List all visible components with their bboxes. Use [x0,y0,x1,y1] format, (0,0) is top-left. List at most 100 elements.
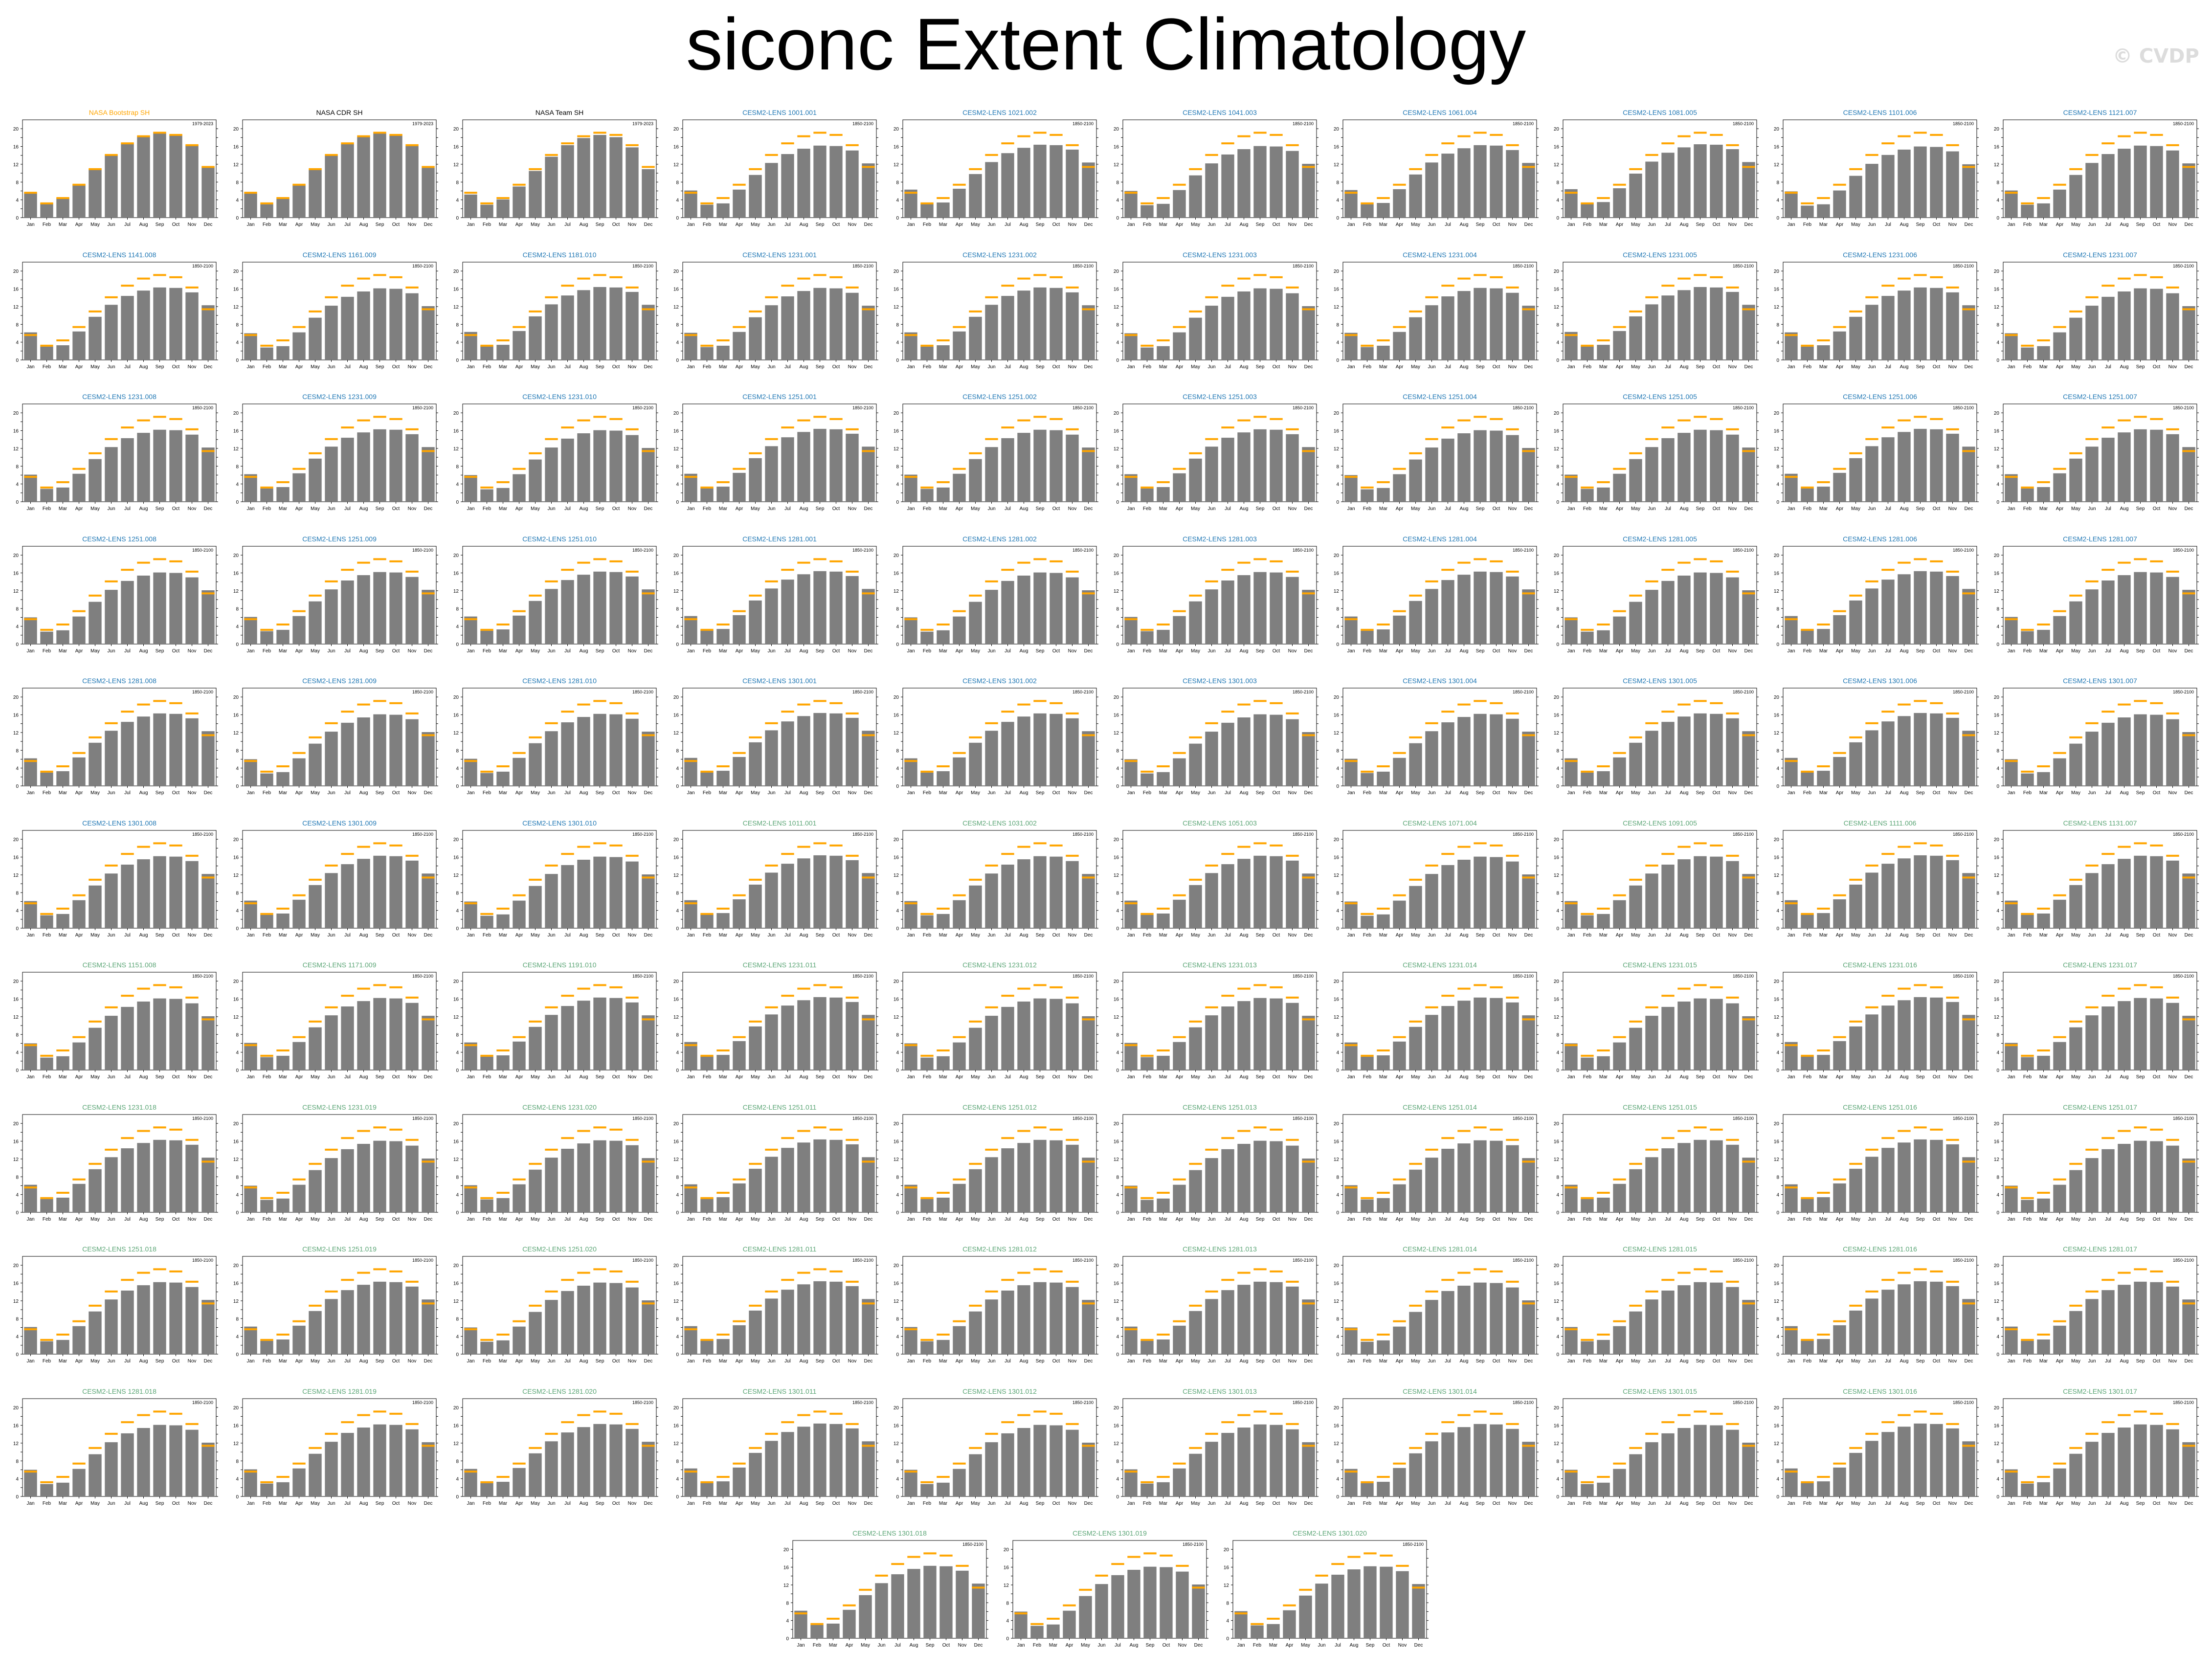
x-tick-label: Aug [800,790,808,796]
y-tick-label: 20 [1114,553,1119,558]
x-tick-label: Nov [848,506,857,512]
bar [1140,488,1154,502]
y-tick-label: 8 [1996,748,1999,754]
x-tick-label: Mar [1599,933,1608,938]
x-tick-label: Nov [1508,222,1517,227]
x-tick-label: Oct [172,506,180,512]
y-tick-label: 4 [1776,908,1779,914]
bar [1001,864,1014,928]
x-tick-label: Sep [1256,364,1265,370]
period-label: 1850-2100 [2173,690,2194,694]
x-tick-label: Apr [515,648,523,654]
y-tick-label: 0 [676,784,679,789]
bar [1082,447,1095,502]
x-tick-label: Apr [295,933,303,938]
bar [593,714,606,786]
x-tick-label: Apr [1176,364,1184,370]
bar [2037,913,2050,928]
x-tick-label: Sep [1256,790,1265,796]
plot-frame [2003,403,2197,502]
bar [829,713,843,786]
chart-panel: CESM2-LENS 1031.002 1850-2100 0 4 8 12 16 20 Jan… [880,816,1100,958]
y-tick-label: 20 [1774,127,1780,132]
chart-panel: CESM2-LENS 1281.001 1850-2100 0 4 8 12 16 20 Jan… [660,532,880,673]
x-tick-label: Aug [580,364,588,370]
x-tick-label: Jun [2088,222,2096,227]
y-tick-label: 8 [1996,606,1999,612]
period-label: 1850-2100 [2173,548,2194,553]
bar [1742,304,1755,360]
plot-frame [902,830,1097,928]
plot-frame [682,262,877,360]
y-tick-label: 12 [1334,872,1340,878]
bar [389,429,402,502]
bar [309,317,322,360]
period-label: 1850-2100 [1072,264,1094,268]
x-tick-label: May [971,790,980,796]
y-tick-label: 20 [233,979,239,984]
x-tick-label: May [1191,933,1200,938]
x-tick-label: Feb [1363,790,1372,796]
y-tick-label: 12 [13,446,19,452]
panel-svg: CESM2-LENS 1231.0091850-2100048121620Jan… [233,393,438,512]
panel-title: CESM2-LENS 1151.008 [83,961,156,969]
panel-svg: CESM2-LENS 1081.0051850-2100048121620Jan… [1554,109,1759,227]
x-tick-label: Jul [1005,648,1011,654]
x-tick-label: Jul [124,506,131,512]
bar [1377,629,1390,644]
bar [1017,716,1030,786]
bar [862,731,875,786]
bar [846,150,859,218]
plot-frame [1563,262,1757,360]
plot-frame [22,262,217,360]
x-tick-label: Dec [1084,933,1093,938]
x-tick-label: May [1851,648,1860,654]
y-tick-label: 20 [894,553,899,558]
bar [1221,722,1234,786]
y-tick-label: 20 [1334,553,1340,558]
plot-frame [242,546,437,644]
x-tick-label: Aug [1680,790,1689,796]
plot-frame [2003,262,2197,360]
panel-title: CESM2-LENS 1281.001 [742,535,817,543]
x-tick-label: Dec [644,506,653,512]
x-tick-label: Mar [939,364,948,370]
x-tick-label: Mar [279,790,288,796]
bar [2069,317,2082,360]
y-tick-label: 20 [1554,837,1560,843]
chart-panel: CESM2-LENS 1231.004 1850-2100 0 4 8 12 16 20 Jan… [1320,247,1541,389]
bar [24,758,37,786]
x-tick-label: Jul [344,364,351,370]
x-tick-label: May [90,222,100,227]
bar [292,185,306,218]
x-tick-label: Feb [1803,648,1812,654]
bar [937,345,950,360]
y-tick-label: 16 [13,713,19,718]
y-tick-label: 4 [676,766,679,772]
bar [121,1006,134,1070]
bar [1205,446,1218,502]
x-tick-label: Jun [767,222,775,227]
bar [405,293,419,360]
x-tick-label: Dec [1965,506,1973,512]
bar [577,138,590,218]
bar [1881,863,1895,928]
bar [797,574,810,644]
x-tick-label: Oct [172,648,180,654]
x-tick-label: May [1411,222,1420,227]
y-tick-label: 8 [16,1032,19,1038]
panel-svg: CESM2-LENS 1251.0061850-2100048121620Jan… [1774,393,1979,512]
bar [121,438,134,502]
x-tick-label: Jun [107,364,115,370]
bar [1613,900,1626,928]
x-tick-label: Dec [424,222,433,227]
bar [1962,164,1975,218]
period-label: 1850-2100 [632,548,653,553]
bar [1726,861,1739,928]
x-tick-label: Feb [923,933,932,938]
bar [2166,860,2179,928]
bar [2150,714,2163,786]
x-tick-label: Jan [246,648,254,654]
bar [797,432,810,502]
bar [325,732,338,786]
